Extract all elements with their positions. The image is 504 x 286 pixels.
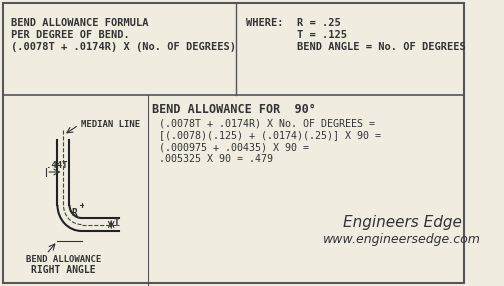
Text: RIGHT ANGLE: RIGHT ANGLE	[31, 265, 95, 275]
Text: BEND ALLOWANCE FOR  90°: BEND ALLOWANCE FOR 90°	[152, 103, 316, 116]
Text: MEDIAN LINE: MEDIAN LINE	[81, 120, 140, 129]
Text: R = .25: R = .25	[296, 18, 340, 28]
Text: (.0078T + .0174R) X (No. OF DEGREES): (.0078T + .0174R) X (No. OF DEGREES)	[11, 42, 236, 52]
Text: BEND ANGLE = No. OF DEGREES: BEND ANGLE = No. OF DEGREES	[296, 42, 465, 52]
Text: (.0078T + .0174R) X No. OF DEGREES =: (.0078T + .0174R) X No. OF DEGREES =	[159, 118, 375, 128]
Text: [(.0078)(.125) + (.0174)(.25)] X 90 =: [(.0078)(.125) + (.0174)(.25)] X 90 =	[159, 130, 382, 140]
Text: WHERE:: WHERE:	[245, 18, 283, 28]
Text: .005325 X 90 = .479: .005325 X 90 = .479	[159, 154, 273, 164]
Text: .44T: .44T	[46, 161, 68, 170]
Text: www.engineersedge.com: www.engineersedge.com	[323, 233, 480, 246]
Text: BEND ALLOWANCE: BEND ALLOWANCE	[26, 255, 101, 264]
Text: T: T	[114, 219, 120, 229]
Text: Engineers Edge: Engineers Edge	[343, 215, 462, 230]
Text: T = .125: T = .125	[296, 30, 347, 40]
Text: PER DEGREE OF BEND.: PER DEGREE OF BEND.	[11, 30, 130, 40]
Text: (.000975 + .00435) X 90 =: (.000975 + .00435) X 90 =	[159, 142, 309, 152]
Text: R: R	[71, 208, 77, 218]
Text: BEND ALLOWANCE FORMULA: BEND ALLOWANCE FORMULA	[11, 18, 149, 28]
